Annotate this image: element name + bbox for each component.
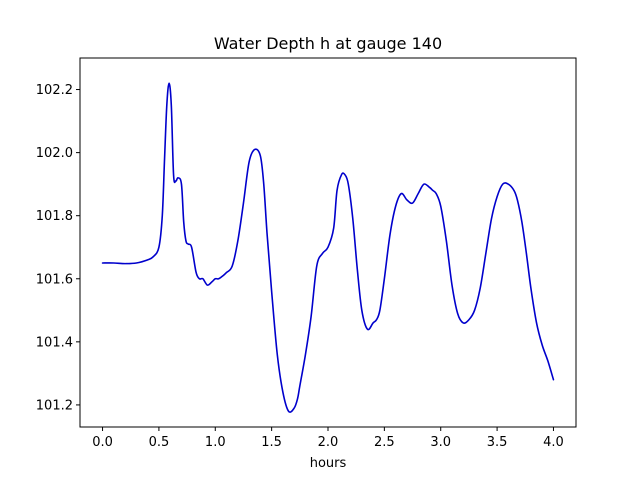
y-tick-label: 101.6 [36, 272, 73, 287]
x-tick-label: 1.0 [205, 435, 226, 450]
plot-frame [79, 57, 577, 428]
y-tick-label: 101.4 [36, 335, 73, 350]
x-axis: 0.0 0.5 1.0 1.5 2.0 2.5 3.0 3.5 4.0 [92, 427, 564, 450]
x-tick-label: 2.0 [318, 435, 339, 450]
x-tick-label: 3.0 [430, 435, 451, 450]
x-tick-label: 2.5 [374, 435, 395, 450]
y-tick-label: 101.8 [36, 209, 73, 224]
x-axis-label: hours [310, 456, 347, 471]
series-line [101, 82, 555, 413]
x-tick-label: 0.5 [149, 435, 170, 450]
y-tick-label: 102.0 [36, 146, 73, 161]
x-tick-label: 3.5 [487, 435, 508, 450]
x-tick-label: 0.0 [92, 435, 113, 450]
y-tick-label: 102.2 [36, 83, 73, 98]
y-axis: 101.2 101.4 101.6 101.8 102.0 102.2 [36, 83, 80, 413]
x-tick-label: 4.0 [543, 435, 564, 450]
y-tick-label: 101.2 [36, 398, 73, 413]
chart-title: Water Depth h at gauge 140 [214, 34, 442, 53]
x-tick-label: 1.5 [261, 435, 282, 450]
